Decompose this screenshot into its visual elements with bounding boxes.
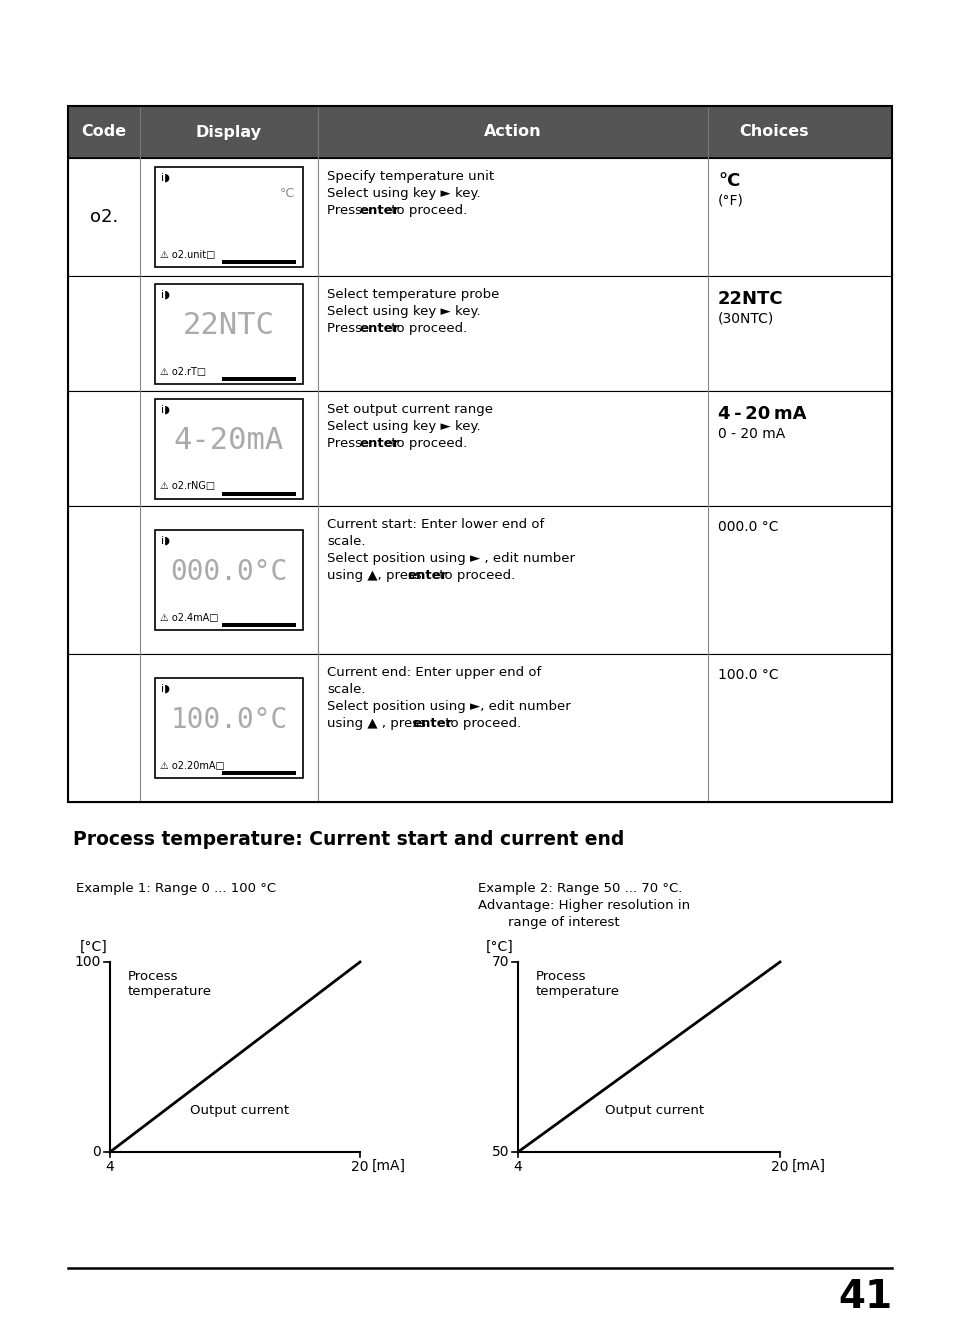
Text: Current end: Enter upper end of: Current end: Enter upper end of: [327, 667, 540, 679]
Text: ⚠ o2.20mA□: ⚠ o2.20mA□: [160, 762, 225, 771]
Text: Press: Press: [327, 437, 366, 450]
Text: to proceed.: to proceed.: [387, 204, 467, 216]
Text: Process temperature: Current start and current end: Process temperature: Current start and c…: [73, 830, 623, 848]
Text: °C: °C: [279, 187, 294, 200]
Text: Select using key ► key.: Select using key ► key.: [327, 305, 480, 318]
Text: to proceed.: to proceed.: [440, 717, 520, 729]
Bar: [221, 377, 295, 381]
Bar: [154, 530, 303, 631]
Bar: [154, 167, 303, 267]
Text: Select using key ► key.: Select using key ► key.: [327, 420, 480, 433]
Text: ⚠ o2.4mA□: ⚠ o2.4mA□: [160, 613, 218, 623]
Text: Select temperature probe: Select temperature probe: [327, 289, 498, 301]
Text: 22NTC: 22NTC: [183, 311, 274, 339]
Bar: [68, 506, 891, 655]
Text: 0 - 20 mA: 0 - 20 mA: [718, 428, 784, 441]
Bar: [221, 261, 295, 265]
Text: [mA]: [mA]: [372, 1160, 406, 1173]
Text: Advantage: Higher resolution in: Advantage: Higher resolution in: [477, 899, 689, 912]
Bar: [221, 623, 295, 627]
Bar: [68, 391, 891, 506]
Text: Select position using ► , edit number: Select position using ► , edit number: [327, 552, 575, 565]
Text: 100.0°C: 100.0°C: [171, 705, 287, 733]
Text: i◗: i◗: [161, 684, 170, 693]
Text: enter: enter: [358, 437, 399, 450]
Bar: [154, 677, 303, 778]
Text: scale.: scale.: [327, 534, 365, 548]
Text: 41: 41: [837, 1279, 891, 1316]
Text: enter: enter: [407, 569, 447, 582]
Bar: [154, 283, 303, 383]
Text: range of interest: range of interest: [507, 916, 619, 929]
Text: Current start: Enter lower end of: Current start: Enter lower end of: [327, 518, 543, 530]
Text: Process
temperature: Process temperature: [536, 970, 619, 998]
Text: 20: 20: [351, 1160, 369, 1174]
Text: enter: enter: [358, 204, 399, 216]
Text: 4: 4: [106, 1160, 114, 1174]
Bar: [221, 492, 295, 496]
Text: using ▲, press: using ▲, press: [327, 569, 426, 582]
Text: Code: Code: [81, 124, 127, 139]
Text: i◗: i◗: [161, 536, 170, 546]
Text: Output current: Output current: [191, 1104, 290, 1117]
Text: Specify temperature unit: Specify temperature unit: [327, 170, 494, 183]
Text: 100: 100: [74, 955, 101, 969]
Text: enter: enter: [412, 717, 453, 729]
Text: Action: Action: [484, 124, 541, 139]
Text: Choices: Choices: [739, 124, 808, 139]
Text: ⚠ o2.unit□: ⚠ o2.unit□: [160, 250, 215, 261]
Bar: [154, 398, 303, 498]
Text: 0: 0: [92, 1145, 101, 1160]
Text: 22NTC: 22NTC: [718, 290, 782, 309]
Text: Example 1: Range 0 ... 100 °C: Example 1: Range 0 ... 100 °C: [76, 882, 275, 895]
Text: scale.: scale.: [327, 683, 365, 696]
Text: Select position using ►, edit number: Select position using ►, edit number: [327, 700, 570, 713]
Text: 4 - 20 mA: 4 - 20 mA: [718, 405, 805, 424]
Text: o2.: o2.: [90, 208, 118, 226]
Text: 4-20mA: 4-20mA: [173, 426, 284, 456]
Text: Press: Press: [327, 322, 366, 335]
Text: 100.0 °C: 100.0 °C: [718, 668, 778, 681]
Text: (30NTC): (30NTC): [718, 313, 774, 326]
Text: Display: Display: [195, 124, 262, 139]
Bar: [221, 771, 295, 775]
Text: [°C]: [°C]: [80, 941, 108, 954]
Text: ⚠ o2.rNG□: ⚠ o2.rNG□: [160, 481, 214, 492]
Text: (°F): (°F): [718, 194, 743, 208]
Text: to proceed.: to proceed.: [387, 437, 467, 450]
Text: Output current: Output current: [604, 1104, 703, 1117]
Text: Select using key ► key.: Select using key ► key.: [327, 187, 480, 200]
Bar: [68, 106, 891, 158]
Text: 70: 70: [491, 955, 509, 969]
Text: i◗: i◗: [161, 172, 170, 183]
Bar: [68, 106, 891, 802]
Text: enter: enter: [358, 322, 399, 335]
Text: to proceed.: to proceed.: [387, 322, 467, 335]
Text: 20: 20: [770, 1160, 788, 1174]
Text: i◗: i◗: [161, 405, 170, 414]
Text: 000.0 °C: 000.0 °C: [718, 520, 778, 534]
Text: [mA]: [mA]: [791, 1160, 825, 1173]
Text: using ▲ , press: using ▲ , press: [327, 717, 430, 729]
Bar: [68, 277, 891, 391]
Text: Press: Press: [327, 204, 366, 216]
Text: 000.0°C: 000.0°C: [171, 558, 287, 587]
Bar: [68, 655, 891, 802]
Text: ⚠ o2.rT□: ⚠ o2.rT□: [160, 366, 206, 377]
Text: 50: 50: [491, 1145, 509, 1160]
Text: to proceed.: to proceed.: [435, 569, 515, 582]
Bar: [68, 158, 891, 277]
Text: i◗: i◗: [161, 290, 170, 299]
Text: Process
temperature: Process temperature: [128, 970, 212, 998]
Text: Example 2: Range 50 ... 70 °C.: Example 2: Range 50 ... 70 °C.: [477, 882, 681, 895]
Text: °C: °C: [718, 172, 740, 190]
Text: 4: 4: [513, 1160, 522, 1174]
Text: Set output current range: Set output current range: [327, 403, 493, 415]
Text: [°C]: [°C]: [485, 941, 514, 954]
